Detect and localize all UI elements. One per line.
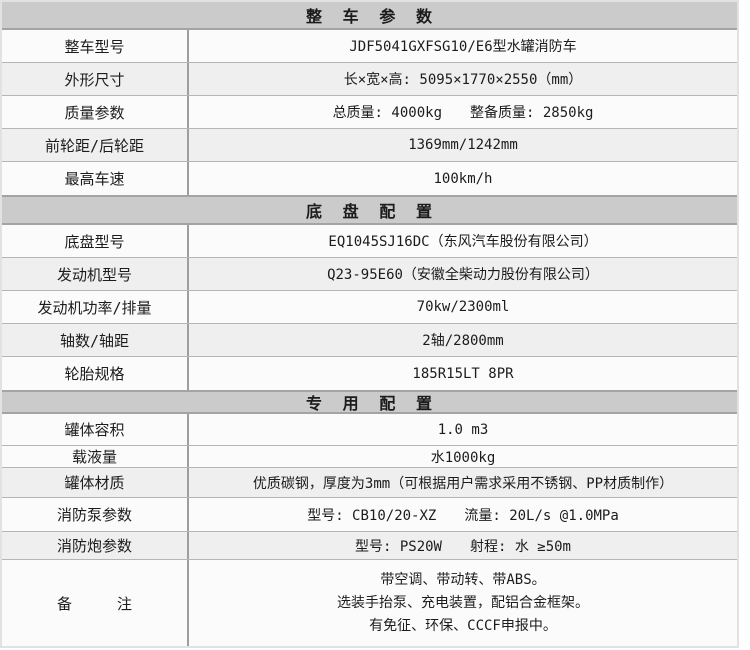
spec-label-mass: 质量参数 xyxy=(2,96,189,128)
spec-label-dimensions: 外形尺寸 xyxy=(2,63,189,95)
remark-line-1: 带空调、带动转、带ABS。 xyxy=(380,571,546,588)
spec-row-track: 前轮距/后轮距 1369mm/1242mm xyxy=(2,129,737,162)
remark-line-3: 有免征、环保、CCCF申报中。 xyxy=(369,618,557,635)
spec-label-remarks: 备 注 xyxy=(2,560,189,646)
spec-value-dimensions: 长×宽×高: 5095×1770×2550（mm） xyxy=(343,72,583,88)
spec-row-tank-volume: 罐体容积 1.0 m3 xyxy=(2,414,737,446)
spec-row-axles: 轴数/轴距 2轴/2800mm xyxy=(2,324,737,357)
spec-value-model: JDF5041GXFSG10/E6型水罐消防车 xyxy=(349,39,577,55)
spec-label-engine-power: 发动机功率/排量 xyxy=(2,291,189,323)
section-header-special-config: 专 用 配 置 xyxy=(2,390,737,414)
spec-label-monitor-params: 消防炮参数 xyxy=(2,532,189,559)
spec-row-tires: 轮胎规格 185R15LT 8PR xyxy=(2,357,737,390)
spec-label-liquid-capacity: 载液量 xyxy=(2,446,189,467)
section-header-chassis-config: 底 盘 配 置 xyxy=(2,195,737,225)
section-title-vehicle-params: 整 车 参 数 xyxy=(306,7,433,26)
spec-label-axles: 轴数/轴距 xyxy=(2,324,189,356)
spec-row-monitor-params: 消防炮参数 型号: PS20W 射程: 水 ≥50m xyxy=(2,532,737,560)
spec-value-liquid-capacity: 水1000kg xyxy=(430,449,496,466)
spec-row-engine-model: 发动机型号 Q23-95E60（安徽全柴动力股份有限公司） xyxy=(2,258,737,291)
spec-value-tank-volume: 1.0 m3 xyxy=(437,421,489,438)
spec-row-model: 整车型号 JDF5041GXFSG10/E6型水罐消防车 xyxy=(2,30,737,63)
spec-value-max-speed: 100km/h xyxy=(433,170,493,187)
spec-value-monitor-params: 型号: PS20W 射程: 水 ≥50m xyxy=(354,538,571,555)
spec-row-mass: 质量参数 总质量: 4000kg 整备质量: 2850kg xyxy=(2,96,737,129)
spec-value-remarks: 带空调、带动转、带ABS。选装手抬泵、充电装置，配铝合金框架。 有免征、环保、CC… xyxy=(189,560,737,646)
section-title-chassis-config: 底 盘 配 置 xyxy=(306,202,433,221)
spec-label-chassis-model: 底盘型号 xyxy=(2,225,189,257)
spec-row-remarks: 备 注带空调、带动转、带ABS。 选装手抬泵、充电装置，配铝合金框架。 有免征、环保… xyxy=(2,560,737,646)
spec-label-model: 整车型号 xyxy=(2,30,189,62)
remark-line-2: 选装手抬泵、充电装置，配铝合金框架。 xyxy=(337,594,589,611)
spec-value-mass: 总质量: 4000kg 整备质量: 2850kg xyxy=(332,105,594,121)
spec-label-max-speed: 最高车速 xyxy=(2,162,189,195)
spec-value-engine-model: Q23-95E60（安徽全柴动力股份有限公司） xyxy=(327,267,599,283)
spec-value-tires: 185R15LT 8PR xyxy=(412,365,514,382)
spec-row-chassis-model: 底盘型号 EQ1045SJ16DC（东风汽车股份有限公司） xyxy=(2,225,737,258)
spec-row-pump-params: 消防泵参数 型号: CB10/20-XZ 流量: 20L/s @1.0MPa xyxy=(2,498,737,532)
spec-value-chassis-model: EQ1045SJ16DC（东风汽车股份有限公司） xyxy=(328,234,598,250)
spec-row-engine-power: 发动机功率/排量 70kw/2300ml xyxy=(2,291,737,324)
spec-label-engine-model: 发动机型号 xyxy=(2,258,189,290)
spec-row-tank-material: 罐体材质 优质碳钢，厚度为3mm（可根据用户需求采用不锈钢、PP材质制作） xyxy=(2,468,737,498)
spec-value-axles: 2轴/2800mm xyxy=(422,333,504,349)
spec-row-max-speed: 最高车速 100km/h xyxy=(2,162,737,195)
section-header-vehicle-params: 整 车 参 数 xyxy=(2,2,737,30)
spec-row-liquid-capacity: 载液量 水1000kg xyxy=(2,446,737,468)
spec-value-tank-material: 优质碳钢，厚度为3mm（可根据用户需求采用不锈钢、PP材质制作） xyxy=(252,475,674,492)
spec-row-dimensions: 外形尺寸 长×宽×高: 5095×1770×2550（mm） xyxy=(2,63,737,96)
spec-value-track: 1369mm/1242mm xyxy=(408,137,518,153)
spec-label-tires: 轮胎规格 xyxy=(2,357,189,390)
spec-label-pump-params: 消防泵参数 xyxy=(2,498,189,531)
spec-label-tank-volume: 罐体容积 xyxy=(2,414,189,445)
spec-label-tank-material: 罐体材质 xyxy=(2,468,189,497)
spec-value-engine-power: 70kw/2300ml xyxy=(416,299,510,315)
section-title-special-config: 专 用 配 置 xyxy=(306,394,433,413)
spec-value-pump-params: 型号: CB10/20-XZ 流量: 20L/s @1.0MPa xyxy=(307,507,619,524)
spec-label-track: 前轮距/后轮距 xyxy=(2,129,189,161)
